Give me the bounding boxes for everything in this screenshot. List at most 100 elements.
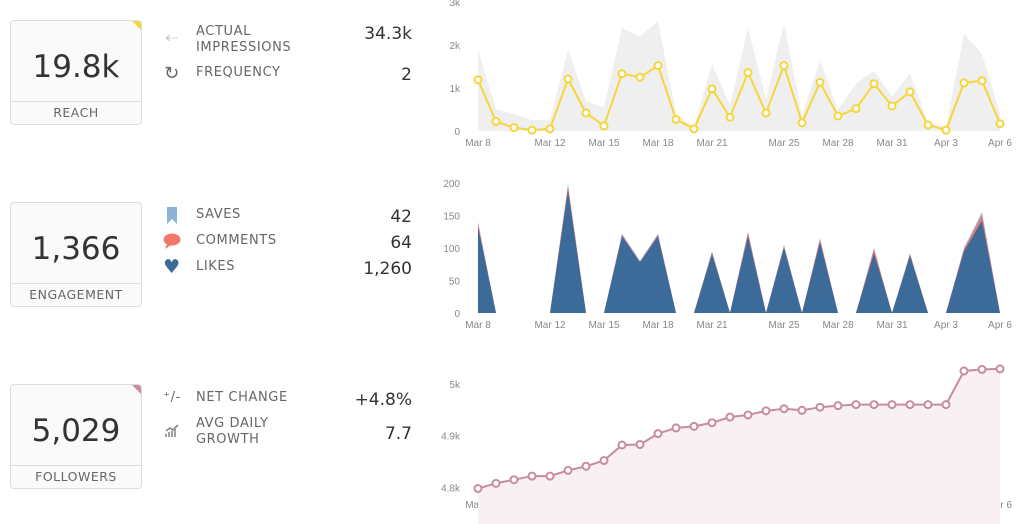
metric-value: 64 (390, 233, 412, 253)
x-tick-label: Mar 31 (876, 320, 908, 331)
y-tick-label: 5k (449, 380, 461, 391)
followers-point (491, 478, 501, 488)
reach-point (725, 112, 735, 122)
followers-point (725, 412, 735, 422)
followers-point (923, 400, 933, 410)
y-tick-label: 4.8k (441, 483, 461, 494)
metric-label: FREQUENCY (196, 65, 281, 80)
followers-point (851, 400, 861, 410)
split-arrows-icon: ⇠ (164, 28, 179, 47)
followers-point (635, 439, 645, 449)
reach-point (491, 117, 501, 127)
y-tick-label: 4.9k (441, 432, 461, 443)
x-tick-label: Apr 6 (988, 138, 1012, 149)
metric-value: 2 (401, 65, 412, 85)
reach-point (599, 121, 609, 131)
y-tick-label: 1k (449, 84, 461, 95)
y-tick-label: 3k (449, 0, 461, 9)
engagement-chart: 0 50 100 150 200 Mar 8 Mar 12 Mar 15 Mar 18 Mar 2… (443, 179, 1012, 331)
metric-label: NET CHANGE (196, 390, 288, 405)
followers-point (473, 484, 483, 493)
engagement-value: 1,366 (31, 231, 121, 267)
followers-point (545, 471, 555, 481)
likes-area (478, 190, 1000, 313)
metric-label: AVG DAILY GROWTH (196, 416, 269, 447)
x-tick-label: Apr 3 (934, 138, 958, 149)
metric-value: 42 (390, 207, 412, 227)
followers-point (671, 423, 681, 433)
followers-point (617, 440, 627, 450)
followers-value: 5,029 (31, 413, 121, 449)
followers-point (887, 400, 897, 410)
reach-point (545, 124, 555, 134)
reach-point (743, 68, 753, 78)
x-tick-label: Mar 15 (588, 138, 620, 149)
reach-point (779, 61, 789, 71)
metric-value: 7.7 (384, 424, 412, 444)
reach-point (707, 84, 717, 94)
comment-bubble-icon (162, 233, 182, 253)
engagement-card[interactable]: 1,366 ENGAGEMENT (10, 202, 142, 307)
followers-card[interactable]: 5,029 FOLLOWERS (10, 384, 142, 489)
reach-point (761, 108, 771, 118)
followers-point (707, 418, 717, 428)
reach-label: REACH (11, 101, 141, 124)
x-tick-label: Mar 21 (696, 320, 728, 331)
reach-value: 19.8k (32, 49, 120, 85)
plus-minus-icon: ⁺/- (163, 390, 181, 405)
x-tick-label: Mar 28 (822, 320, 854, 331)
reach-point (797, 118, 807, 128)
reach-point (977, 76, 987, 86)
followers-point (509, 475, 519, 485)
y-tick-label: 150 (443, 212, 460, 223)
reach-point (869, 79, 879, 89)
reach-chart: 0 1k 2k 3k Mar 8 Mar 12 Mar 15 Mar 18 Mar 21 Mar … (449, 0, 1012, 149)
x-tick-label: Mar 31 (876, 138, 908, 149)
reach-point (995, 119, 1005, 129)
followers-point (563, 465, 573, 475)
metric-value: 34.3k (364, 24, 412, 44)
followers-point (527, 471, 537, 481)
reach-point (923, 120, 933, 130)
x-tick-label: Mar 25 (768, 320, 800, 331)
y-tick-label: 0 (454, 127, 460, 138)
x-tick-label: Mar 8 (465, 320, 491, 331)
metric-value: +4.8% (354, 390, 412, 410)
followers-point (977, 364, 987, 374)
x-tick-label: Apr 6 (988, 500, 1012, 511)
x-tick-label: Mar 18 (642, 320, 674, 331)
metric-value: 1,260 (363, 259, 412, 279)
followers-point (815, 402, 825, 412)
followers-area (478, 368, 1000, 524)
reach-point (941, 125, 951, 135)
growth-chart-icon (162, 422, 182, 441)
corner-marker (132, 21, 141, 30)
reach-point (833, 111, 843, 121)
heart-icon: ♥ (163, 256, 181, 278)
followers-point (743, 410, 753, 420)
metric-label: COMMENTS (196, 233, 277, 248)
followers-label: FOLLOWERS (11, 465, 141, 488)
reach-point (581, 108, 591, 118)
x-tick-label: Mar 12 (534, 138, 566, 149)
reach-point (635, 72, 645, 82)
reach-point (671, 114, 681, 124)
followers-point (761, 406, 771, 416)
reach-point (509, 123, 519, 133)
x-tick-label: Mar 8 (465, 138, 491, 149)
metric-label: SAVES (196, 207, 241, 222)
reach-point (527, 125, 537, 135)
y-tick-label: 200 (443, 179, 460, 190)
reach-point (653, 61, 663, 71)
x-tick-label: Apr 3 (934, 320, 958, 331)
followers-point (779, 404, 789, 414)
x-tick-label: Mar 28 (822, 138, 854, 149)
followers-point (599, 456, 609, 466)
followers-point (653, 429, 663, 439)
metric-label: ACTUAL IMPRESSIONS (196, 24, 292, 55)
reach-card[interactable]: 19.8k REACH (10, 20, 142, 125)
refresh-icon: ↻ (164, 63, 180, 84)
followers-point (833, 401, 843, 411)
reach-point (617, 69, 627, 79)
